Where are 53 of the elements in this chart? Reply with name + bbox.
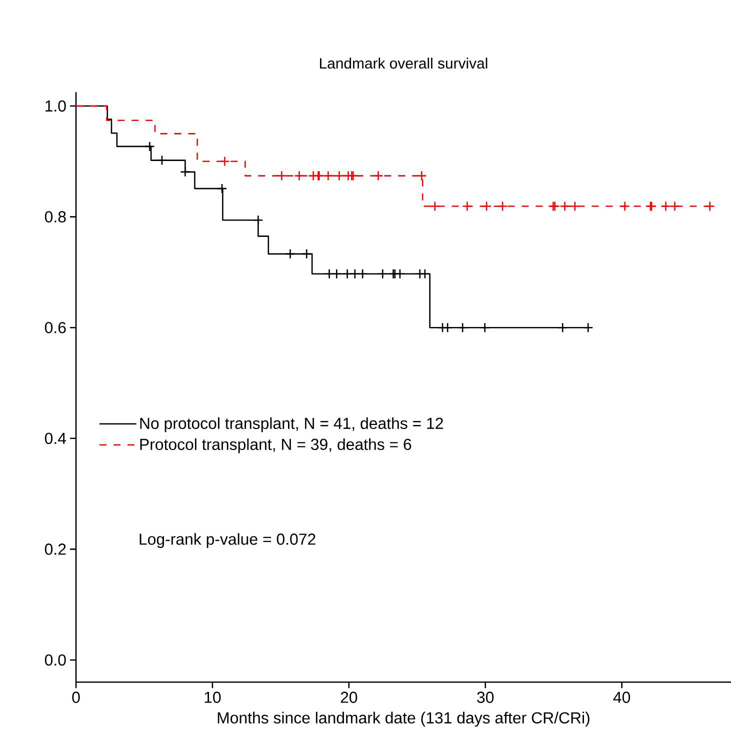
x-tick-label: 10: [204, 692, 221, 703]
x-tick-label: 40: [613, 692, 630, 703]
point: [216, 183, 228, 194]
point: [462, 201, 472, 212]
point: [294, 170, 304, 181]
point: [377, 268, 388, 280]
point: [253, 214, 264, 226]
point: [420, 268, 430, 280]
y-tick-label: 0.0: [44, 654, 66, 666]
point: [323, 170, 334, 181]
x-tick-label: 30: [477, 692, 494, 703]
point: [670, 201, 680, 212]
point: [156, 155, 168, 166]
annotation: Log-rank p-value = 0.072: [140, 533, 316, 548]
point: [660, 201, 671, 212]
y-tick-label: 0.4: [44, 432, 66, 444]
point: [180, 166, 190, 178]
point: [430, 201, 440, 212]
y-tick-label: 0.8: [44, 211, 66, 222]
chart-title: Landmark overall survival: [320, 58, 488, 69]
point: [324, 268, 334, 280]
point: [373, 170, 384, 181]
point: [497, 201, 508, 212]
point: [301, 248, 312, 260]
legend-label: Protocol transplant, N = 39, deaths = 6: [140, 438, 412, 454]
y-tick-label: 1.0: [46, 100, 66, 112]
point: [144, 141, 155, 152]
point: [582, 322, 594, 333]
x-axis-title: Months since landmark date (131 days after CR/CRi): [218, 712, 590, 727]
point: [416, 170, 427, 181]
point: [334, 170, 344, 181]
point: [350, 268, 360, 280]
point: [342, 268, 352, 280]
x-tick-label: 0: [72, 692, 80, 703]
y-tick-label: 0.2: [44, 544, 66, 555]
point: [357, 268, 368, 280]
point: [331, 268, 342, 280]
point: [704, 201, 715, 212]
x-tick-label: 20: [340, 692, 358, 703]
point: [480, 322, 490, 333]
point: [394, 268, 406, 280]
point: [220, 156, 230, 167]
point: [570, 201, 580, 212]
y-tick-label: 0.6: [44, 322, 66, 334]
point: [481, 201, 492, 212]
point: [620, 201, 630, 212]
legend-label: No protocol transplant, N = 41, deaths = 12: [140, 417, 443, 432]
point: [557, 322, 568, 333]
point: [276, 170, 287, 181]
point: [442, 322, 453, 333]
point: [457, 322, 468, 333]
point: [560, 201, 570, 212]
point: [285, 248, 296, 260]
